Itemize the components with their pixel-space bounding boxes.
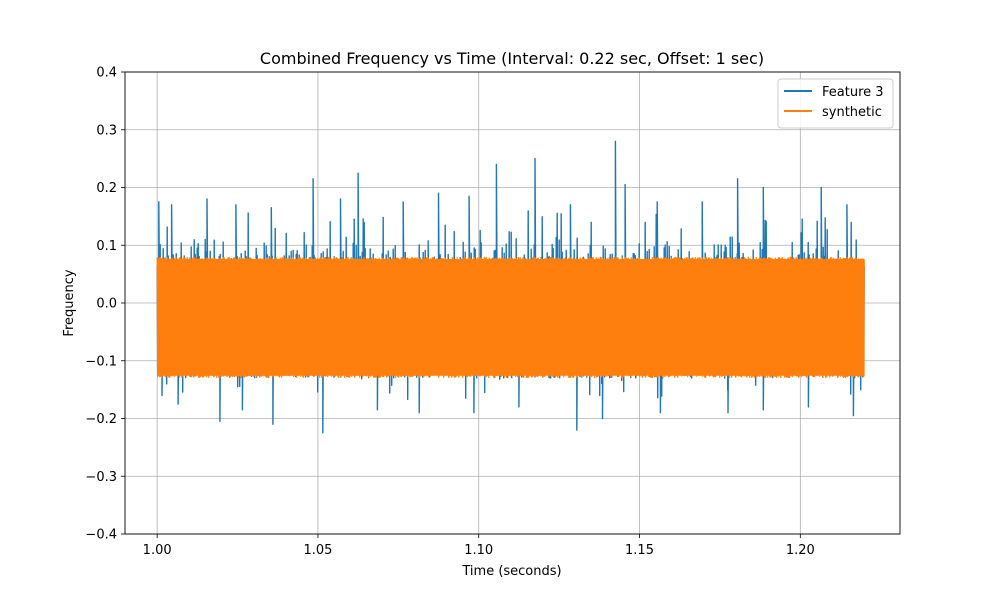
y-tick-label: 0.0 bbox=[96, 297, 117, 312]
data-layer bbox=[156, 140, 865, 434]
chart-title: Combined Frequency vs Time (Interval: 0.… bbox=[260, 49, 764, 68]
legend: Feature 3 synthetic bbox=[777, 78, 894, 129]
axes: 1.00 1.05 1.10 1.15 1.20 −0.4 −0.3 −0.2 −0.1 0.0 0… bbox=[85, 66, 814, 559]
series-line-synthetic bbox=[156, 256, 865, 379]
y-axis-label: Frequency bbox=[62, 269, 77, 336]
x-tick-label: 1.10 bbox=[464, 543, 493, 558]
y-tick-label: −0.4 bbox=[85, 528, 117, 543]
y-tick-label: −0.2 bbox=[85, 412, 117, 427]
y-tick-label: −0.3 bbox=[85, 470, 117, 485]
y-tick-label: 0.4 bbox=[96, 66, 117, 81]
x-tick-label: 1.15 bbox=[625, 543, 654, 558]
legend-label-synthetic: synthetic bbox=[822, 105, 882, 120]
x-tick-label: 1.20 bbox=[786, 543, 815, 558]
y-tick-label: 0.3 bbox=[96, 123, 117, 138]
y-tick-label: 0.1 bbox=[96, 239, 117, 254]
x-axis-label: Time (seconds) bbox=[461, 564, 561, 579]
x-tick-label: 1.00 bbox=[143, 543, 172, 558]
x-tick-label: 1.05 bbox=[303, 543, 332, 558]
y-tick-label: 0.2 bbox=[96, 181, 117, 196]
y-tick-label: −0.1 bbox=[85, 354, 117, 369]
legend-label-feature-3: Feature 3 bbox=[822, 85, 884, 100]
